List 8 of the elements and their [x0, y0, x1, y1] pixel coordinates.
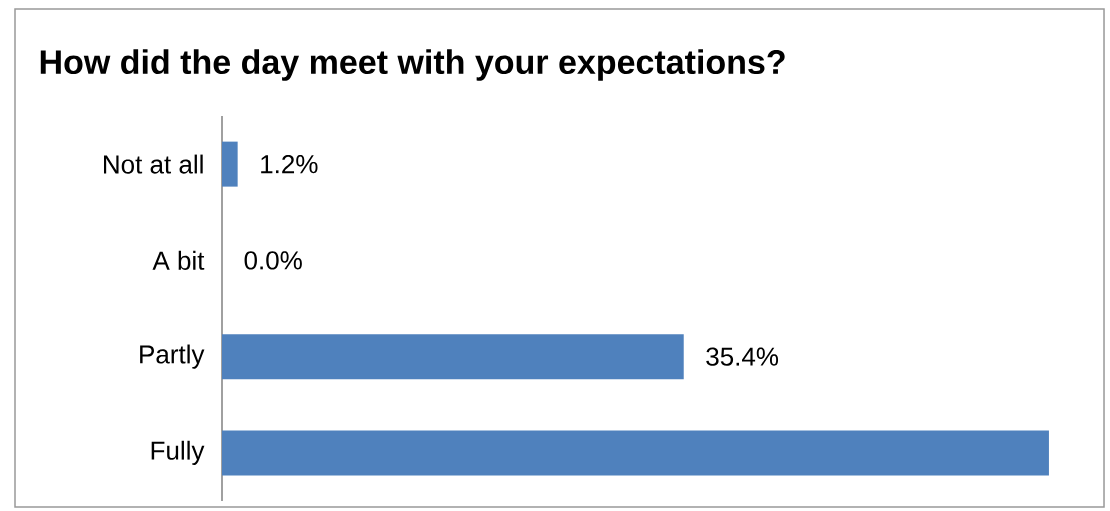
y-tick-label: Partly — [140, 344, 205, 369]
y-tick-label: Fully — [151, 440, 205, 465]
data-label: 1.2% — [261, 154, 318, 174]
y-tick-label: Not at all — [104, 154, 203, 174]
chart-title: How did the day meet with your expectations? — [40, 49, 785, 81]
data-label: 0.0% — [244, 251, 302, 270]
data-label: 35.4% — [706, 347, 779, 366]
y-tick-label: A bit — [152, 250, 205, 270]
